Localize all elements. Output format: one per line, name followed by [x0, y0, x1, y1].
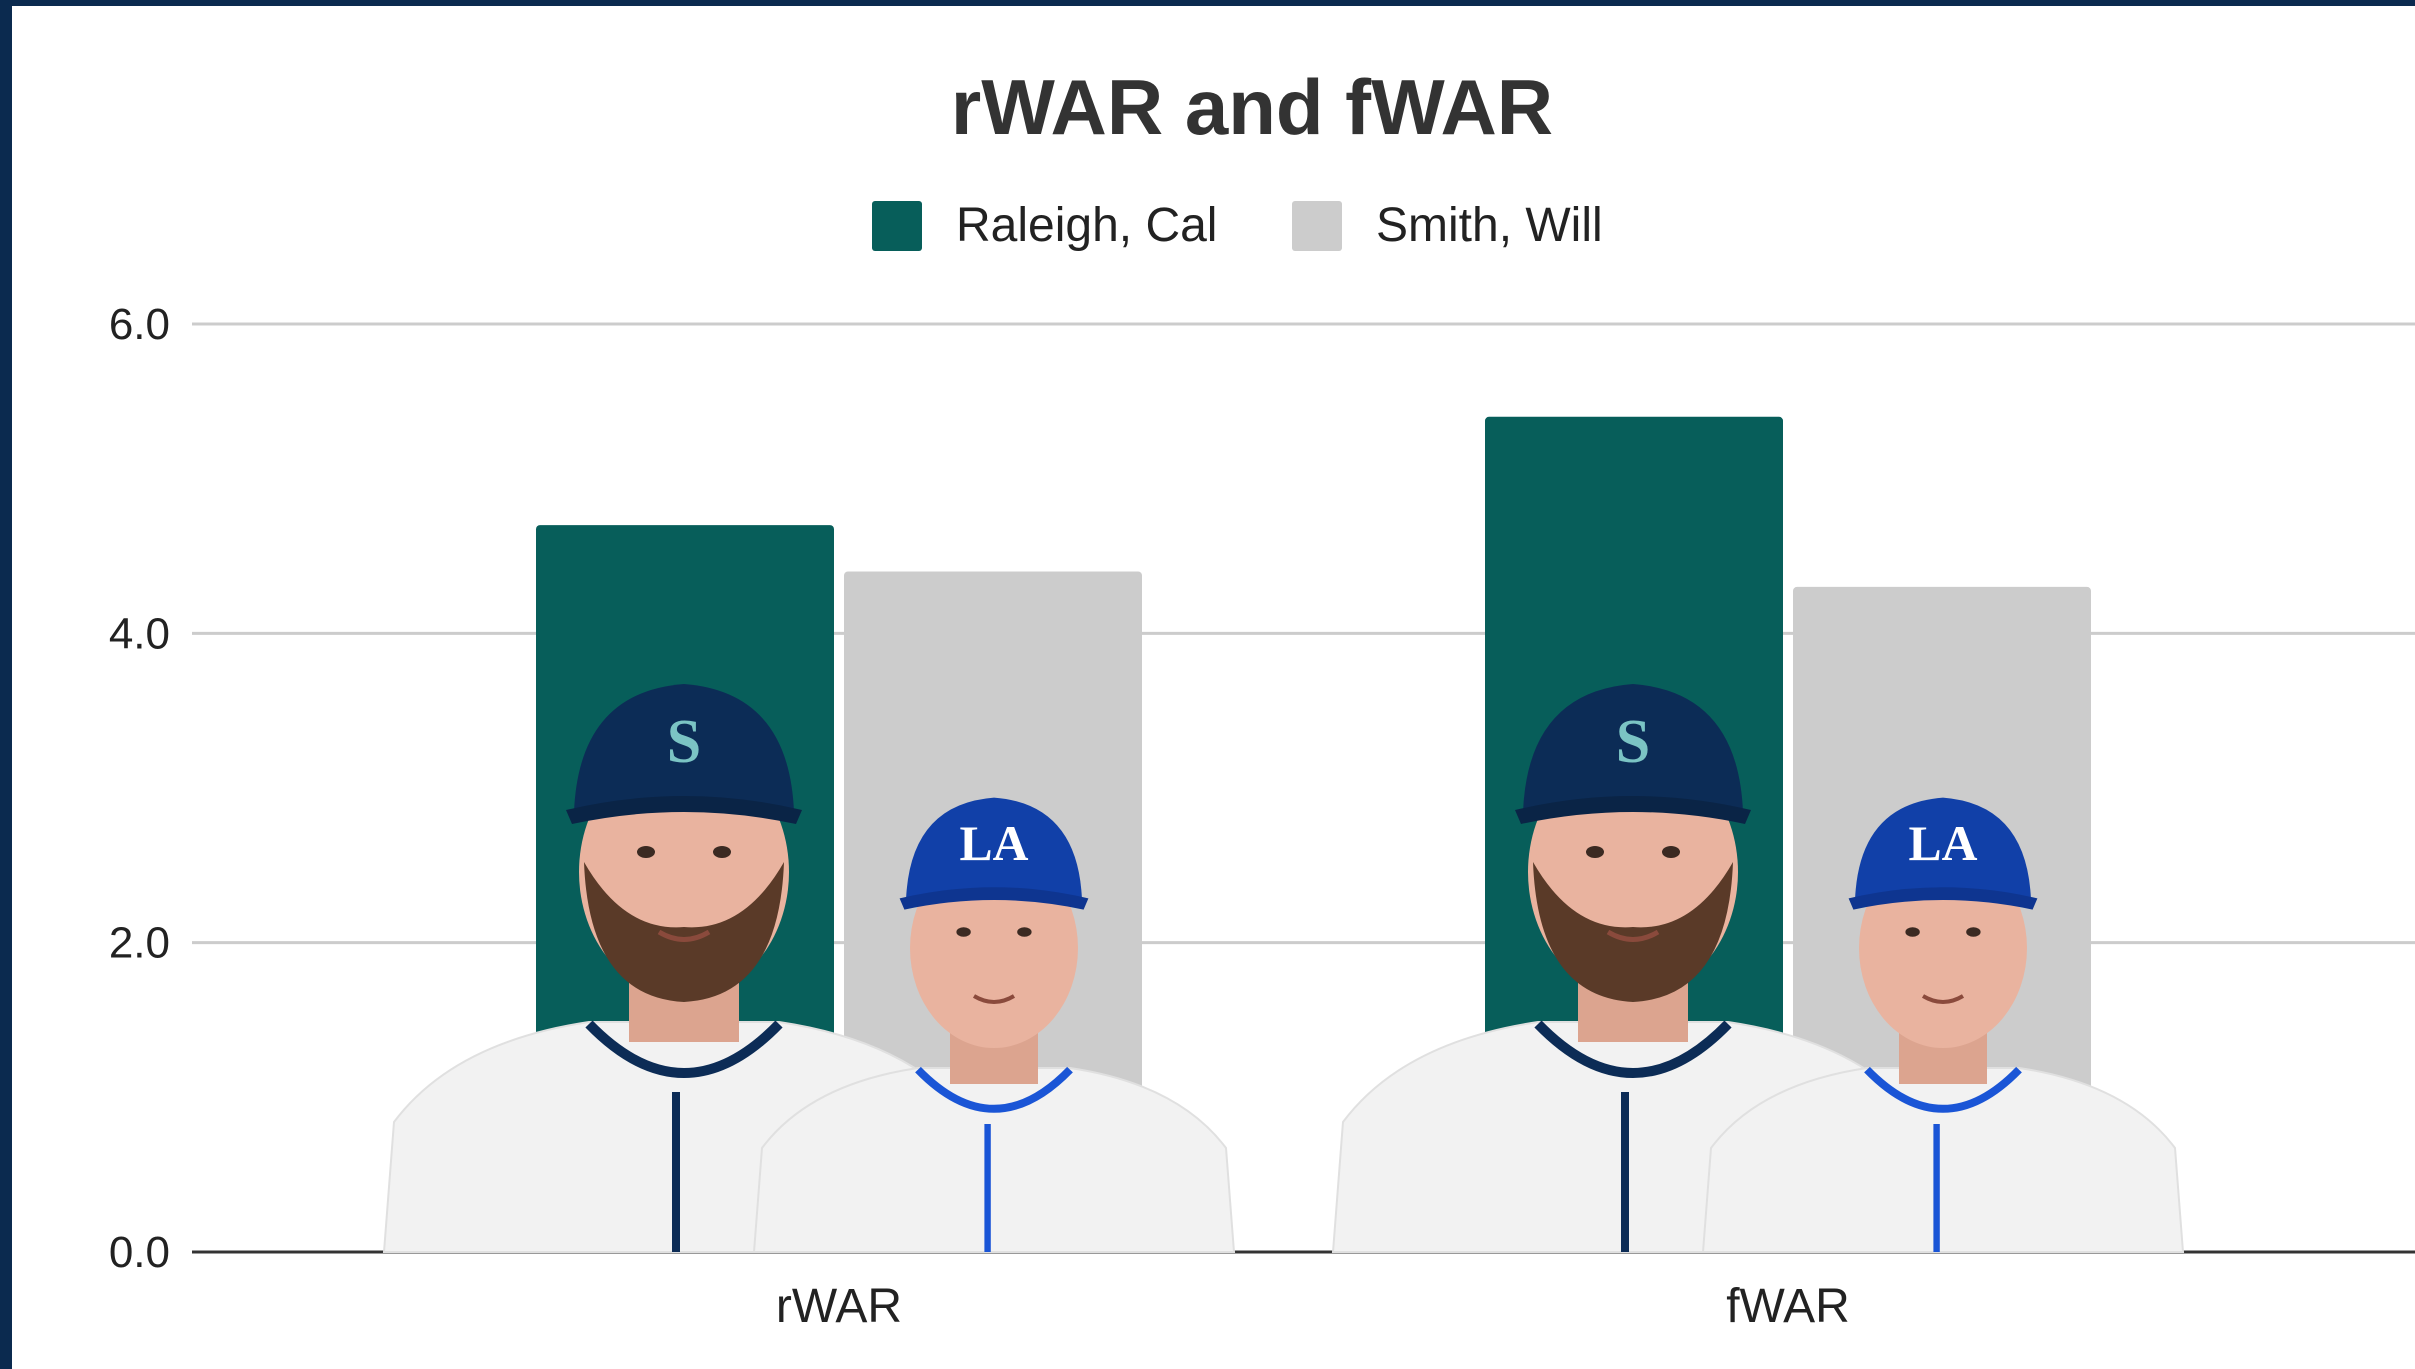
x-axis-categories: rWAR fWAR	[776, 1280, 1850, 1333]
y-axis-ticks: 0.0 2.0 4.0 6.0	[109, 300, 170, 1277]
x-category-label: fWAR	[1726, 1280, 1850, 1333]
y-tick-label: 0.0	[109, 1228, 170, 1277]
legend-swatch-raleigh	[872, 201, 922, 251]
svg-text:S: S	[667, 708, 701, 776]
bar-chart: rWAR and fWAR Raleigh, Cal Smith, Will 0…	[109, 63, 2415, 1333]
player-photos: S LA S LA	[382, 684, 2185, 1253]
svg-text:S: S	[1616, 708, 1650, 776]
player-photo-smith: LA	[1701, 797, 2185, 1253]
x-category-label: rWAR	[776, 1280, 902, 1333]
svg-text:LA: LA	[1909, 816, 1978, 871]
player-photo-smith: LA	[752, 797, 1236, 1253]
svg-text:LA: LA	[960, 816, 1029, 871]
legend-swatch-smith	[1292, 201, 1342, 251]
legend-label-smith: Smith, Will	[1376, 199, 1603, 252]
chart-title: rWAR and fWAR	[951, 63, 1553, 151]
legend: Raleigh, Cal Smith, Will	[872, 199, 1603, 252]
legend-label-raleigh: Raleigh, Cal	[956, 199, 1217, 252]
chart-frame: rWAR and fWAR Raleigh, Cal Smith, Will 0…	[12, 6, 2415, 1369]
y-tick-label: 4.0	[109, 609, 170, 658]
y-tick-label: 2.0	[109, 919, 170, 968]
y-tick-label: 6.0	[109, 300, 170, 349]
